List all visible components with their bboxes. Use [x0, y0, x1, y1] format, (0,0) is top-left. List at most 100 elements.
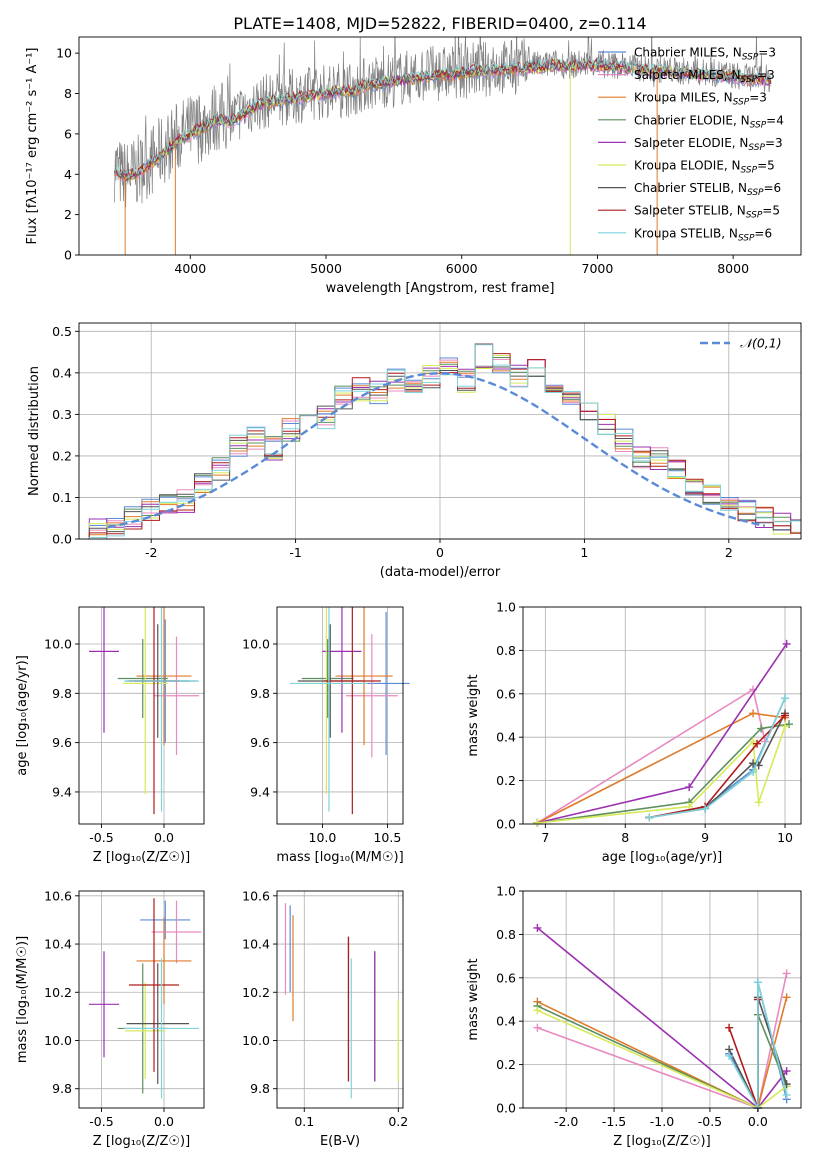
y-tick-label: 10 — [56, 46, 72, 61]
x-axis-label: wavelength [Angstrom, rest frame] — [326, 281, 555, 296]
x-axis-label: Z [log₁₀(Z/Z☉)] — [93, 850, 190, 865]
y-axis-label: mass weight — [466, 674, 481, 756]
y-tick-label: 9.6 — [52, 735, 72, 750]
x-tick-label: 0.0 — [154, 1114, 174, 1129]
z_mass-plot-area — [89, 898, 202, 1099]
y-tick-label: 0.2 — [496, 773, 516, 788]
errorbar-point — [125, 982, 166, 1080]
mass-weight-marker — [753, 739, 762, 748]
x-tick-label: -0.5 — [698, 1114, 722, 1129]
x-tick-label: -0.5 — [89, 830, 113, 845]
y-tick-label: 9.8 — [250, 1081, 270, 1096]
y-tick-label: 9.8 — [250, 686, 270, 701]
errorbar-point — [124, 958, 199, 1099]
mass-weight-marker — [533, 1006, 542, 1015]
y-tick-label: 10.0 — [242, 1033, 270, 1048]
legend-entry: Salpeter STELIB, NSSP=5 — [634, 204, 780, 221]
y-tick-label: 0 — [64, 248, 72, 263]
mass-weight-marker — [701, 804, 710, 813]
x-tick-label: -2.0 — [554, 1114, 578, 1129]
y-tick-label: 0.1 — [52, 490, 72, 505]
x-tick-label: 8 — [621, 830, 629, 845]
y-tick-label: 10.4 — [242, 937, 270, 952]
x-axis-label: mass [log₁₀(M/M☉)] — [276, 850, 403, 865]
y-tick-label: 10.0 — [44, 636, 72, 651]
x-tick-label: 4000 — [174, 261, 206, 276]
x-axis-label: (data-model)/error — [380, 565, 501, 580]
z_mass-panel: -0.5 0.0 9.8 10.0 10.2 10.4 10.6 Z [log₁₀(Z/Z☉)… — [15, 888, 205, 1149]
y-tick-label: 0.4 — [496, 1014, 516, 1029]
mass-weight-marker — [533, 1023, 542, 1032]
model-spectrum-line — [113, 57, 771, 180]
x-tick-label: -1 — [289, 545, 301, 560]
errorbar-point — [289, 607, 368, 812]
spectrum-panel: 4000 5000 6000 7000 8000 0 2 4 6 8 10 wavelength [A… — [25, 36, 802, 296]
residuals-panel: -2 -1 0 1 2 0.0 0.1 0.2 0.3 0.4 0.5 (data-model)/er… — [27, 322, 802, 580]
errorbar-point — [335, 607, 393, 746]
mass_age-panel: 10.0 10.5 9.4 9.6 9.8 10.0 mass [log₁₀(M/M☉)] — [242, 606, 410, 865]
model-spectrum-line — [114, 57, 771, 179]
errorbar-point — [345, 634, 398, 758]
figure-title: PLATE=1408, MJD=52822, FIBERID=0400, z=0… — [233, 14, 646, 33]
x-tick-label: 0.2 — [388, 1114, 408, 1129]
y-tick-label: 0.6 — [496, 970, 516, 985]
x-tick-label: 10.0 — [309, 830, 337, 845]
x-tick-label: 10 — [777, 830, 793, 845]
mass-weight-marker — [782, 969, 791, 978]
axes-frame — [78, 890, 205, 1109]
errorbar-point — [362, 611, 410, 755]
errorbar-point — [126, 963, 189, 1084]
errorbar-point — [89, 607, 119, 733]
y-tick-label: 2 — [64, 207, 72, 222]
x-axis-label: Z [log₁₀(Z/Z☉)] — [93, 1134, 190, 1149]
mass-weight-marker — [725, 1023, 734, 1032]
ebv_mass-panel: 0.1 0.2 9.8 10.0 10.2 10.4 10.6 E(B-V) — [242, 888, 408, 1149]
y-tick-label: 1.0 — [496, 884, 516, 899]
mass-weight-marker — [749, 767, 758, 776]
y-tick-label: 9.4 — [250, 784, 270, 799]
x-tick-label: 0.1 — [294, 1114, 314, 1129]
errorbar-point — [136, 917, 192, 1005]
y-axis-label: mass [log₁₀(M/M☉)] — [15, 936, 30, 1063]
z_age-panel: -0.5 0.0 9.4 9.6 9.8 10.0 Z [log₁₀(Z/Z☉)] age [… — [15, 606, 205, 865]
mass-weight-marker — [753, 978, 762, 987]
residuals-plot-area — [79, 343, 801, 539]
y-tick-label: 0.2 — [496, 1057, 516, 1072]
mass-weight-marker — [781, 711, 790, 720]
mass-weight-marker — [685, 783, 694, 792]
errorbar-point — [89, 951, 119, 1058]
y-tick-label: 10.6 — [44, 888, 72, 903]
x-tick-label: 10.5 — [373, 830, 401, 845]
age_weight-panel: 7 8 9 10 0.0 0.2 0.4 0.6 0.8 1.0 age [log₁₀(age/yr… — [466, 600, 802, 865]
age_weight-plot-area — [533, 639, 794, 827]
legend-entry: Chabrier MILES, NSSP=3 — [634, 46, 776, 63]
x-tick-label: 2 — [725, 545, 733, 560]
y-tick-label: 0.5 — [52, 324, 72, 339]
mass-weight-marker — [749, 709, 758, 718]
x-tick-label: 6000 — [446, 261, 478, 276]
y-axis-label: mass weight — [466, 958, 481, 1040]
y-tick-label: 0.2 — [52, 448, 72, 463]
spectrum-plot-area — [113, 37, 772, 255]
y-tick-label: 8 — [64, 86, 72, 101]
errorbar-point — [124, 607, 199, 812]
axes-frame — [78, 606, 205, 825]
residual-histogram — [79, 344, 801, 539]
x-tick-label: 0 — [436, 545, 444, 560]
errorbar-point — [151, 900, 202, 964]
y-tick-label: 10.6 — [242, 888, 270, 903]
y-axis-label: Normed distribution — [27, 366, 42, 496]
y-tick-label: 10.2 — [44, 985, 72, 1000]
errorbar-point — [129, 898, 179, 1072]
legend-entry: Kroupa STELIB, NSSP=6 — [634, 226, 772, 243]
x-tick-label: -0.5 — [89, 1114, 113, 1129]
z_weight-panel: -2.0 -1.5 -1.0 -0.5 0.0 0.0 0.2 0.4 0.6 0.8 1.0 Z [… — [466, 884, 802, 1149]
y-tick-label: 9.6 — [250, 735, 270, 750]
mass-weight-marker — [645, 813, 654, 822]
legend-entry: Chabrier ELODIE, NSSP=4 — [634, 113, 784, 130]
errorbar-point — [140, 900, 191, 940]
y-tick-label: 0.0 — [496, 1101, 516, 1116]
x-tick-label: -1.0 — [650, 1114, 674, 1129]
z_age-plot-area — [89, 607, 199, 815]
